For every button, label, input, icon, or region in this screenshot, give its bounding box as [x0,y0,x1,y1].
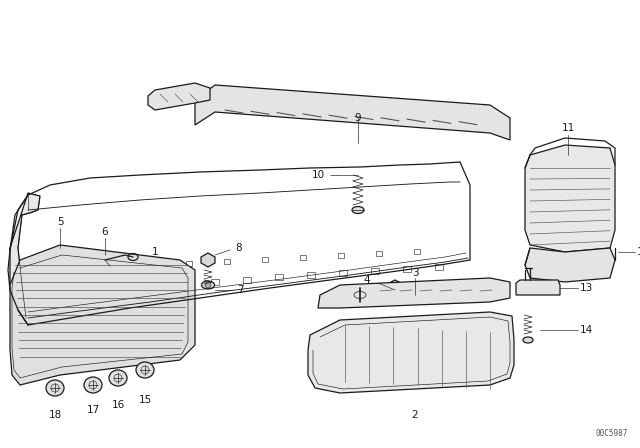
Ellipse shape [136,362,154,378]
Circle shape [205,282,211,288]
Text: 10: 10 [312,170,325,180]
Bar [110,265,116,271]
Bar [186,261,192,266]
Polygon shape [525,248,615,282]
Text: 8: 8 [235,243,242,253]
Ellipse shape [109,370,127,386]
Bar [339,270,347,276]
Text: 13: 13 [580,283,593,293]
Text: 9: 9 [355,113,362,123]
Polygon shape [525,145,615,252]
Ellipse shape [352,207,364,214]
Text: 3: 3 [412,268,419,278]
Bar [435,264,443,270]
Polygon shape [318,278,510,308]
Bar [179,281,187,287]
Bar [224,259,230,264]
Bar [275,275,283,280]
Polygon shape [201,253,215,267]
Bar [414,249,420,254]
Ellipse shape [84,377,102,393]
Bar [115,285,123,291]
Text: 16: 16 [111,400,125,410]
Bar [262,257,268,262]
Text: 6: 6 [102,227,108,237]
Bar [148,263,154,268]
Polygon shape [10,245,195,385]
Bar [403,266,411,272]
Text: 14: 14 [580,325,593,335]
Polygon shape [10,193,40,318]
Text: 1: 1 [152,247,158,257]
Bar [51,289,59,295]
Bar [211,279,219,284]
Text: 15: 15 [138,395,152,405]
Bar [147,283,155,289]
Ellipse shape [202,281,214,289]
Polygon shape [516,280,560,295]
Polygon shape [385,280,405,300]
Text: 5: 5 [57,217,63,227]
Ellipse shape [46,380,64,396]
Bar [72,267,78,272]
Bar [307,272,315,278]
Text: 4: 4 [364,275,370,285]
Text: 00C5987: 00C5987 [596,429,628,438]
Text: 17: 17 [86,405,100,415]
Bar [371,268,379,274]
Bar [83,287,91,293]
Text: 11: 11 [561,123,575,133]
Ellipse shape [523,337,533,343]
Text: 18: 18 [49,410,61,420]
Text: 2: 2 [412,410,419,420]
Text: 7: 7 [237,285,244,295]
Bar [243,276,251,283]
Text: 12: 12 [637,247,640,257]
Bar [300,255,306,260]
Polygon shape [308,312,514,393]
Polygon shape [148,83,210,110]
Bar [338,253,344,258]
Bar [376,251,382,256]
Polygon shape [195,85,510,140]
